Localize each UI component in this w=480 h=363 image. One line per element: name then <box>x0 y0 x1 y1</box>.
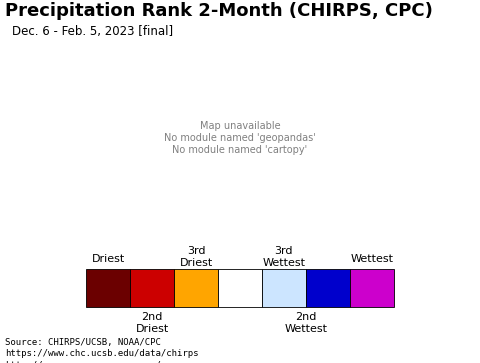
Text: Map unavailable
No module named 'geopandas'
No module named 'cartopy': Map unavailable No module named 'geopand… <box>164 121 316 155</box>
Bar <box>218 269 262 307</box>
Text: Driest: Driest <box>92 254 125 264</box>
Text: 2nd
Driest: 2nd Driest <box>136 312 169 334</box>
Text: Precipitation Rank 2-Month (CHIRPS, CPC): Precipitation Rank 2-Month (CHIRPS, CPC) <box>5 2 432 20</box>
Bar <box>262 269 306 307</box>
Bar <box>174 269 218 307</box>
Text: 3rd
Driest: 3rd Driest <box>180 246 213 268</box>
Text: 2nd
Wettest: 2nd Wettest <box>284 312 327 334</box>
Text: 3rd
Wettest: 3rd Wettest <box>263 246 305 268</box>
Bar <box>350 269 394 307</box>
Text: Wettest: Wettest <box>350 254 393 264</box>
Bar <box>130 269 174 307</box>
Text: Dec. 6 - Feb. 5, 2023 [final]: Dec. 6 - Feb. 5, 2023 [final] <box>12 25 173 38</box>
Bar <box>86 269 130 307</box>
Text: Source: CHIRPS/UCSB, NOAA/CPC
https://www.chc.ucsb.edu/data/chirps
http://www.cp: Source: CHIRPS/UCSB, NOAA/CPC https://ww… <box>5 338 198 363</box>
Bar <box>306 269 350 307</box>
